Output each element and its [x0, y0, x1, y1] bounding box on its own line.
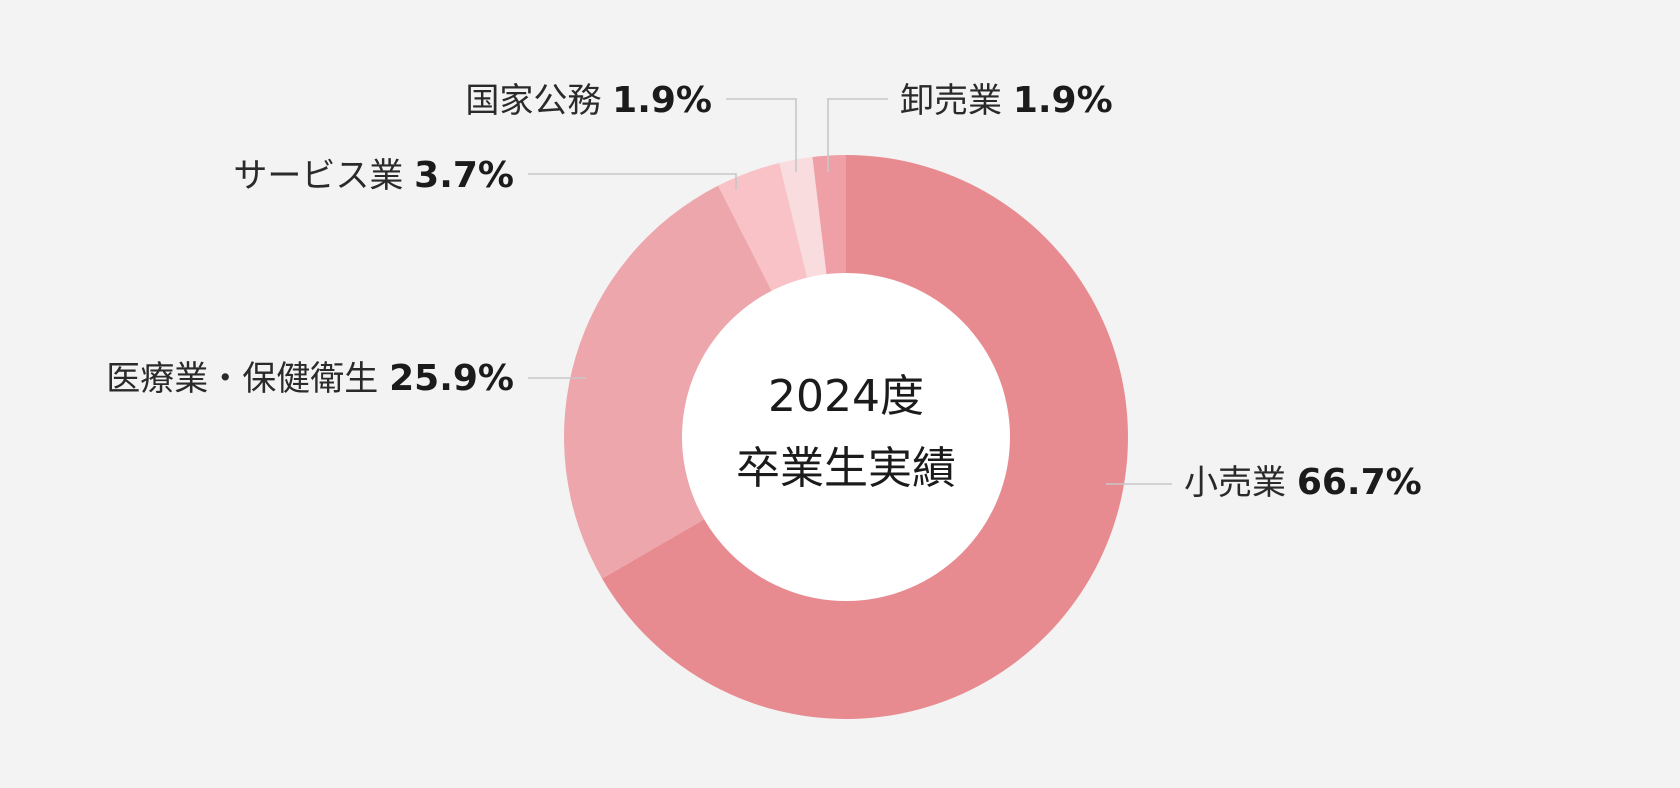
leader-line-4 [827, 98, 888, 172]
slice-label-value-4: 1.9% [1013, 80, 1113, 121]
slice-label-name-4: 卸売業 [900, 81, 1013, 121]
slice-label-name-2: サービス業 [233, 156, 414, 196]
donut-hole [682, 273, 1010, 601]
slice-label-4: 卸売業 1.9% [900, 80, 1113, 121]
slice-label-value-0: 66.7% [1297, 462, 1422, 503]
slice-label-value-3: 1.9% [612, 80, 712, 121]
center-title-line-1: 2024度 [768, 371, 924, 422]
slice-label-0: 小売業 66.7% [1184, 462, 1422, 503]
labels-group: 小売業 66.7% 医療業・保健衛生 25.9% サービス業 3.7% 国家公務 1.… [106, 80, 1421, 503]
slice-label-name-1: 医療業・保健衛生 [106, 359, 389, 399]
slice-label-2: サービス業 3.7% [233, 155, 514, 196]
slice-label-value-1: 25.9% [389, 358, 514, 399]
slice-label-3: 国家公務 1.9% [465, 80, 712, 121]
center-title-line-2: 卒業生実績 [736, 443, 956, 494]
slice-label-name-0: 小売業 [1184, 463, 1297, 503]
slice-label-name-3: 国家公務 [465, 81, 612, 121]
leader-line-2 [528, 173, 737, 190]
slice-label-1: 医療業・保健衛生 25.9% [106, 358, 514, 399]
slice-label-value-2: 3.7% [414, 155, 514, 196]
leader-lines-group [528, 98, 1172, 485]
leader-line-3 [726, 98, 797, 172]
